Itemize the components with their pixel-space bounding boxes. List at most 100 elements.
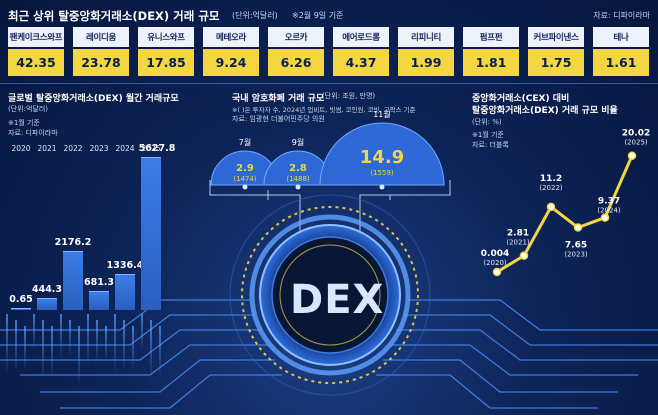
bar xyxy=(63,250,83,310)
line-year-label: (2021) xyxy=(506,239,530,247)
circuit-lines-right xyxy=(376,299,658,409)
line-point xyxy=(492,267,502,277)
bar xyxy=(141,156,161,310)
exchange-value: 23.78 xyxy=(73,49,129,76)
exchange-value: 17.85 xyxy=(138,49,194,76)
exchange-value: 1.75 xyxy=(528,49,584,76)
bar xyxy=(115,273,135,310)
bar-reflection xyxy=(114,314,116,374)
top-section-unit: (단위:억달러) xyxy=(232,11,278,20)
bar-reflection xyxy=(42,320,44,380)
bar-reflection xyxy=(141,314,143,350)
exchange-name: 리피니티 xyxy=(398,27,454,47)
bar-reflection xyxy=(123,320,125,372)
bubble-anchor-dot xyxy=(295,184,301,190)
exchange-value: 6.26 xyxy=(268,49,324,76)
middle-chart-note: ※( )은 투자자 수, 2024년 업비트, 빗썸, 코인원, 코빗, 고팍스… xyxy=(232,106,416,114)
exchange-name: 팬케이크스와프 xyxy=(8,27,64,47)
top-section-title: 최근 상위 탈중앙화거래소(DEX) 거래 규모 xyxy=(8,9,220,23)
bubble-month-label: 9월 xyxy=(292,137,304,147)
exchange-card: 리피니티 1.99 xyxy=(398,27,454,78)
bar-year-label: 2022 xyxy=(63,144,83,153)
exchange-card: 테나 1.61 xyxy=(593,27,649,78)
exchange-value: 1.99 xyxy=(398,49,454,76)
dex-emblem xyxy=(229,194,431,396)
exchange-card: 펌프펀 1.81 xyxy=(463,27,519,78)
top-section-date-note: ※2월 9일 기준 xyxy=(292,11,344,20)
bubble-anchor-dot xyxy=(242,184,248,190)
bubble-anchor-dot xyxy=(379,184,385,190)
line-year-label: (2023) xyxy=(564,251,588,259)
left-chart-note: ※1월 기준 xyxy=(8,119,40,127)
bubble: 11월 14.9(1559) xyxy=(319,109,445,186)
exchange-name: 유니스와프 xyxy=(138,27,194,47)
bar-reflection xyxy=(6,314,8,374)
bar-year-label: 2024 xyxy=(115,144,135,153)
exchange-value: 4.37 xyxy=(333,49,389,76)
line-series xyxy=(496,155,634,274)
bar-reflection xyxy=(51,326,53,378)
top-section-source: 자료: 디파이라마 xyxy=(593,11,650,20)
bar-value-label: 5627.8 xyxy=(138,142,176,154)
bubble-value-label: 2.9 xyxy=(236,163,254,174)
line-value-label: 9.37 xyxy=(598,197,620,207)
bar-reflection xyxy=(24,326,26,370)
bar-reflection xyxy=(87,314,89,366)
bubble-month-label: 11월 xyxy=(373,109,391,119)
dex-emblem-text: DEX xyxy=(290,277,385,323)
bar-year-label: 2023 xyxy=(89,144,109,153)
bar-reflection xyxy=(15,320,17,372)
bar-year-label: 2025 xyxy=(141,144,161,153)
bar xyxy=(37,297,57,310)
exchange-name: 펌프펀 xyxy=(463,27,519,47)
bar-value-label: 1336.4 xyxy=(106,259,144,271)
right-chart-unit: (단위: %) xyxy=(472,118,502,126)
left-chart-source: 자료: 디파이라마 xyxy=(8,129,58,137)
bubble-value-label: 2.8 xyxy=(289,163,307,174)
line-value-label: 11.2 xyxy=(540,174,562,184)
right-chart-note: ※1월 기준 xyxy=(472,131,504,139)
exchange-card: 메테오라 9.24 xyxy=(203,27,259,78)
middle-chart-title: 국내 암호화폐 거래 규모 xyxy=(232,94,325,104)
bar-year-label: 2020 xyxy=(11,144,31,153)
exchange-card: 팬케이크스와프 42.35 xyxy=(8,27,64,78)
exchange-name: 레이디움 xyxy=(73,27,129,47)
exchange-name: 에어로드롬 xyxy=(333,27,389,47)
exchange-name: 메테오라 xyxy=(203,27,259,47)
bubble-month-label: 7월 xyxy=(239,137,251,147)
middle-chart-unit: (단위: 조원, 만명) xyxy=(322,92,376,100)
exchange-name: 테나 xyxy=(593,27,649,47)
bar-reflection xyxy=(105,326,107,362)
line-point xyxy=(600,213,610,222)
bar-value-label: 2176.2 xyxy=(54,236,92,248)
bubble-shape xyxy=(319,122,445,186)
line-point xyxy=(519,251,529,260)
connector-lines xyxy=(209,180,451,240)
exchange-card: 레이디움 23.78 xyxy=(73,27,129,78)
bubble-investor-label: (1474) xyxy=(233,175,257,183)
bubble: 7월 2.9(1474) xyxy=(210,137,280,186)
line-value-label: 0.004 xyxy=(481,249,509,259)
exchange-card: 커브파이낸스 1.75 xyxy=(528,27,584,78)
exchange-value: 1.61 xyxy=(593,49,649,76)
bar-value-label: 0.65 xyxy=(9,294,33,305)
exchange-value: 42.35 xyxy=(8,49,64,76)
line-value-label: 7.65 xyxy=(565,241,587,251)
line-year-label: (2025) xyxy=(624,139,648,147)
left-bar-chart: 2020 0.65 2021 444.3 2022 2176.2 2023 681.3 2024… xyxy=(0,0,220,415)
exchange-value: 1.81 xyxy=(463,49,519,76)
bar-reflection xyxy=(33,314,35,350)
right-chart-title-line1: 중앙화거래소(CEX) 대비 xyxy=(472,94,570,104)
bubble-value-label: 14.9 xyxy=(360,147,404,168)
exchange-card: 에어로드롬 4.37 xyxy=(333,27,389,78)
bar-year-label: 2021 xyxy=(37,144,57,153)
right-chart-source: 자료: 더블록 xyxy=(472,141,509,149)
exchange-card: 오르카 6.26 xyxy=(268,27,324,78)
line-point xyxy=(627,151,637,160)
exchange-value: 9.24 xyxy=(203,49,259,76)
line-point xyxy=(546,202,556,212)
bar-value-label: 444.3 xyxy=(31,283,63,295)
line-point xyxy=(573,223,583,232)
